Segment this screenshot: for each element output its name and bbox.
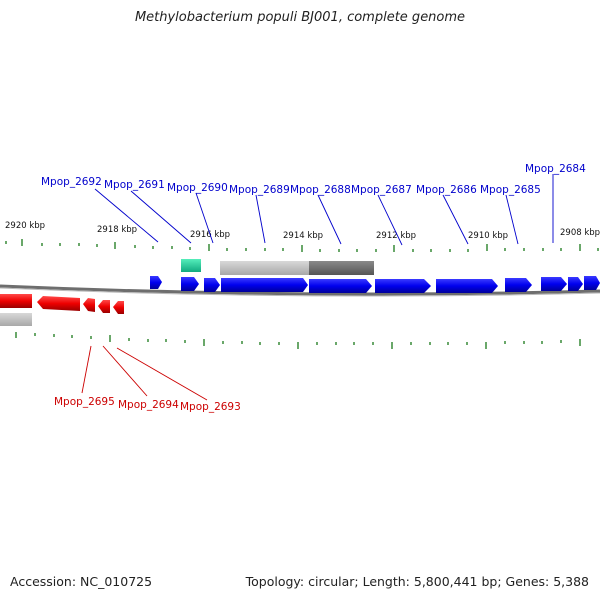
gene-arrow [584, 276, 600, 290]
gene-label-forward[interactable]: Mpop_2691 [104, 179, 165, 191]
map-title: Methylobacterium populi BJ001, complete … [134, 10, 466, 25]
gene-label-forward[interactable]: Mpop_2684 [525, 163, 586, 175]
reverse-gene-leaders [81, 345, 208, 401]
outer-tick-marks [5, 239, 599, 252]
feature-block-light [220, 261, 310, 275]
forward-strand-genes [150, 276, 600, 293]
gene-label-forward[interactable]: Mpop_2686 [416, 184, 477, 196]
gene-label-forward[interactable]: Mpop_2688 [290, 184, 351, 196]
gene-label-forward[interactable]: Mpop_2690 [167, 182, 228, 194]
reverse-strand-genes [0, 294, 124, 314]
gene-arrow [375, 279, 431, 293]
forward-gene-labels: Mpop_2692 Mpop_2691 Mpop_2690 Mpop_2689 … [41, 163, 586, 196]
topology-info: Topology: circular; Length: 5,800,441 bp… [245, 574, 589, 589]
gene-arrow [541, 277, 567, 291]
gene-label-forward[interactable]: Mpop_2687 [351, 184, 412, 196]
gene-arrow [37, 296, 80, 311]
kbp-label: 2920 kbp [5, 221, 45, 231]
gene-label-reverse[interactable]: Mpop_2694 [118, 399, 179, 411]
gene-arrow [204, 278, 220, 292]
gene-arrow [568, 277, 583, 291]
kbp-label: 2908 kbp [560, 228, 600, 238]
gene-arrow [113, 301, 124, 314]
gene-label-forward[interactable]: Mpop_2689 [229, 184, 290, 196]
gene-arrow [505, 278, 532, 292]
gene-label-forward[interactable]: Mpop_2692 [41, 176, 102, 188]
gene-arrow [221, 278, 308, 292]
kbp-label: 2918 kbp [97, 225, 137, 235]
accession-info: Accession: NC_010725 [10, 574, 153, 589]
gene-arrow [150, 276, 162, 289]
genome-backbone [0, 284, 600, 297]
rna-feature-block [181, 259, 201, 272]
kbp-label: 2912 kbp [376, 231, 416, 241]
forward-gene-leaders [94, 174, 554, 246]
gene-arrow [98, 300, 110, 313]
feature-block-dark [309, 261, 374, 275]
kbp-label: 2910 kbp [468, 231, 508, 241]
gene-arrow [436, 279, 498, 293]
gene-label-reverse[interactable]: Mpop_2695 [54, 396, 115, 408]
gene-arrow [83, 298, 95, 312]
inner-tick-marks [15, 332, 581, 349]
gene-label-reverse[interactable]: Mpop_2693 [180, 401, 241, 413]
gene-label-forward[interactable]: Mpop_2685 [480, 184, 541, 196]
feature-block-lower [0, 313, 32, 326]
gene-arrow [309, 279, 372, 293]
reverse-gene-labels: Mpop_2695 Mpop_2694 Mpop_2693 [54, 396, 241, 413]
gene-arrow [181, 277, 199, 291]
kbp-label: 2914 kbp [283, 231, 323, 241]
gene-block [0, 294, 32, 308]
kbp-scale-labels: 2920 kbp 2918 kbp 2916 kbp 2914 kbp 2912… [5, 221, 600, 241]
